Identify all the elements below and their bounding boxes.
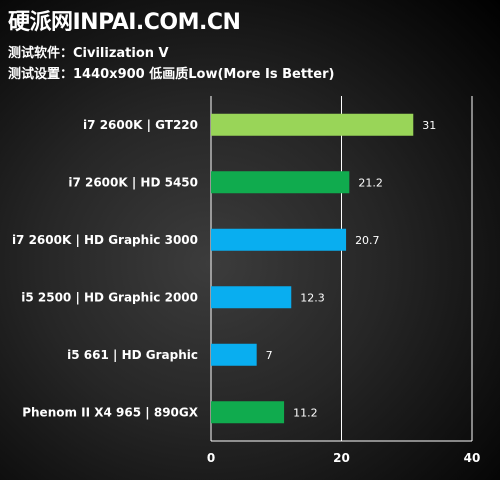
x-tick-label: 20 bbox=[333, 451, 350, 465]
category-label: i7 2600K | HD Graphic 3000 bbox=[12, 233, 198, 247]
category-label: i7 2600K | HD 5450 bbox=[68, 175, 198, 189]
category-label: i5 661 | HD Graphic bbox=[67, 348, 198, 362]
category-label: Phenom II X4 965 | 890GX bbox=[22, 405, 199, 419]
site-title: 硬派网INPAI.COM.CN bbox=[8, 10, 241, 35]
data-label: 12.3 bbox=[300, 291, 325, 304]
bar bbox=[211, 401, 285, 424]
bar bbox=[211, 286, 292, 309]
category-label: i5 2500 | HD Graphic 2000 bbox=[21, 290, 198, 304]
x-tick-label: 0 bbox=[207, 451, 215, 465]
bar bbox=[211, 113, 414, 136]
data-label: 11.2 bbox=[293, 406, 318, 419]
bar bbox=[211, 343, 257, 366]
bar bbox=[211, 228, 347, 251]
data-label: 21.2 bbox=[358, 176, 383, 189]
data-label: 20.7 bbox=[355, 234, 380, 247]
x-tick-label: 40 bbox=[464, 451, 481, 465]
bar bbox=[211, 171, 350, 194]
data-label: 7 bbox=[266, 349, 273, 362]
test-settings-line: 测试设置：1440x900 低画质Low(More Is Better) bbox=[8, 67, 335, 82]
test-software-line: 测试软件：Civilization V bbox=[8, 46, 169, 61]
data-label: 31 bbox=[422, 119, 436, 132]
category-label: i7 2600K | GT220 bbox=[83, 118, 198, 132]
